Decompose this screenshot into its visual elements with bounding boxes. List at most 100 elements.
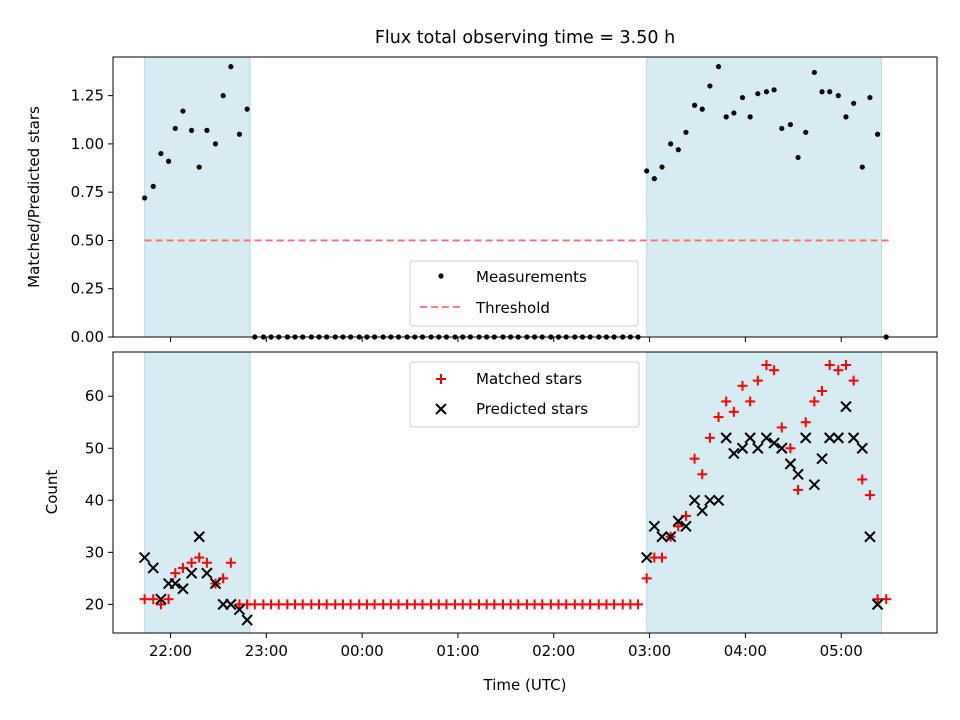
bottom-legend: Matched stars Predicted stars: [409, 361, 640, 428]
x-tick-label: 00:00: [340, 642, 383, 660]
measurement-point: [851, 100, 857, 106]
matched-star-point: [833, 365, 844, 376]
bottom-ylabel: Count: [43, 470, 61, 515]
bottom-panel: 22:00 23:00 00:00 01:00 02:00 03:00 04:00 05:00…: [43, 351, 938, 694]
bottom-y-ticks: 20 30 40 50 60: [85, 387, 113, 613]
matched-star-point: [441, 599, 452, 610]
predicted-star-point: [193, 531, 205, 543]
shaded-interval: [646, 351, 882, 634]
matched-star-point: [752, 375, 763, 386]
predicted-star-point: [672, 515, 685, 527]
measurement-point: [683, 129, 689, 135]
measurement-point: [158, 150, 164, 157]
predicted-star-point: [736, 442, 749, 454]
matched-star-point: [745, 396, 756, 407]
measurement-point: [188, 127, 195, 133]
predicted-star-point: [800, 432, 812, 444]
y-tick-label: 1.25: [71, 87, 104, 105]
measurement-point: [244, 106, 250, 112]
matched-star-point: [689, 453, 700, 464]
matched-star-point: [139, 594, 150, 605]
matched-star-point: [609, 599, 620, 610]
matched-star-point: [761, 360, 772, 371]
matched-star-point: [489, 599, 500, 610]
measurement-point: [731, 110, 737, 116]
predicted-star-point: [688, 494, 701, 507]
matched-star-point: [148, 594, 159, 605]
matched-star-point: [824, 360, 835, 371]
measurement-point: [835, 93, 841, 99]
measurement-point: [819, 89, 825, 95]
measurement-point: [691, 102, 698, 108]
predicted-star-point: [856, 442, 868, 454]
y-tick-label: 40: [85, 491, 104, 509]
matched-star-point: [737, 380, 748, 391]
matched-star-point: [345, 599, 356, 610]
measurement-point: [715, 64, 722, 70]
measurement-point: [811, 69, 817, 76]
measurement-point: [771, 87, 777, 93]
y-tick-label: 60: [85, 387, 104, 405]
measurement-point: [747, 114, 753, 120]
matched-star-point: [194, 552, 205, 563]
predicted-star-point: [201, 567, 213, 579]
measurement-point: [755, 91, 761, 97]
predicted-star-point: [840, 400, 852, 413]
measurement-point: [723, 114, 729, 120]
matched-star-point: [393, 599, 404, 610]
predicted-star-point: [720, 432, 732, 444]
matched-star-point: [465, 599, 476, 610]
top-legend-box: [409, 260, 639, 327]
shaded-interval: [144, 56, 251, 338]
measurement-point: [236, 131, 243, 137]
predicted-star-point: [792, 468, 804, 480]
matched-star-point: [561, 599, 572, 610]
predicted-star-point: [696, 505, 708, 517]
matched-star-point: [673, 521, 684, 532]
y-tick-label: 0.50: [71, 231, 104, 249]
matched-star-point: [170, 568, 181, 579]
measurement-point: [859, 164, 865, 170]
measurement-point: [707, 83, 713, 89]
matched-star-point: [864, 490, 875, 501]
measurement-point: [867, 94, 873, 101]
bottom-axes-frame: [112, 351, 938, 634]
matched-star-point: [201, 557, 212, 568]
measurement-point: [196, 164, 202, 170]
matched-star-point: [585, 599, 596, 610]
matched-star-point: [155, 599, 166, 610]
measurement-point: [779, 125, 785, 132]
matched-star-point: [697, 469, 708, 480]
x-tick-label: 01:00: [436, 642, 479, 660]
predicted-star-point: [768, 437, 780, 449]
legend-threshold-label: Threshold: [475, 299, 550, 317]
measurement-point: [212, 141, 219, 147]
predicted-star-point: [155, 593, 167, 605]
y-tick-label: 1.00: [71, 135, 104, 153]
predicted-star-point: [816, 452, 828, 465]
predicted-star-point: [712, 494, 725, 507]
measurement-point: [795, 154, 801, 161]
predicted-star-point: [776, 442, 788, 454]
matched-star-point: [186, 557, 197, 568]
predicted-star-point: [241, 614, 253, 626]
measurement-point: [172, 125, 178, 132]
legend-x-glyph: [435, 403, 447, 415]
measurement-point: [659, 164, 665, 170]
legend-measurements-label: Measurements: [476, 268, 587, 286]
predicted-star-point: [648, 520, 661, 533]
predicted-star-point: [847, 432, 860, 444]
x-tick-label: 02:00: [532, 642, 575, 660]
matched-star-point: [163, 594, 174, 605]
predicted-star-point: [871, 598, 884, 611]
predicted-star-point: [147, 562, 159, 574]
figure-title: Flux total observing time = 3.50 h: [375, 28, 675, 48]
predicted-star-point: [823, 432, 836, 444]
legend-predicted-marker: [435, 403, 447, 415]
x-tick-label: 03:00: [628, 642, 671, 660]
y-tick-label: 20: [85, 595, 104, 613]
matched-star-point: [657, 552, 668, 563]
legend-plus-glyph: [436, 374, 446, 384]
measurement-point: [220, 93, 226, 99]
